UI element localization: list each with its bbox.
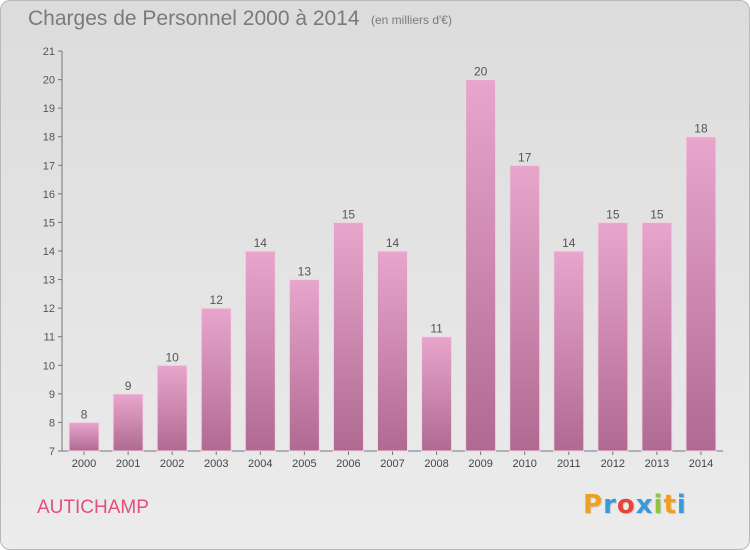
- data-label-2011: 14: [562, 236, 576, 250]
- x-tick-label: 2013: [645, 458, 669, 470]
- bar-2013: [641, 221, 673, 452]
- data-label-2001: 9: [125, 379, 132, 393]
- bar-2008: [421, 336, 453, 452]
- x-tick-label: 2001: [116, 458, 140, 470]
- data-label-2009: 20: [474, 65, 488, 79]
- data-label-2002: 10: [165, 350, 179, 364]
- data-label-2006: 15: [342, 207, 356, 221]
- bar-2000: [68, 421, 100, 452]
- data-labels: 8 9 10 12 14 13 15 14 11 20 17 14 15 15 18: [81, 65, 708, 422]
- bar-2005: [288, 279, 320, 452]
- data-label-2010: 17: [518, 150, 532, 164]
- y-tick-label: 16: [43, 189, 55, 201]
- chart-title: Charges de Personnel 2000 à 2014: [28, 7, 360, 30]
- y-tick-label: 19: [43, 103, 55, 115]
- x-tick-label: 2004: [248, 458, 272, 470]
- x-tick-label: 2011: [557, 458, 581, 470]
- bar-2006: [332, 221, 364, 452]
- data-label-2013: 15: [650, 207, 664, 221]
- x-tick-label: 2006: [336, 458, 360, 470]
- data-label-2000: 8: [81, 407, 88, 421]
- y-tick-label: 13: [43, 275, 55, 287]
- bar-2007: [377, 250, 408, 452]
- data-label-2008: 11: [430, 322, 443, 336]
- data-label-2012: 15: [606, 207, 620, 221]
- bar-2010: [509, 164, 541, 452]
- data-label-2014: 18: [694, 122, 708, 136]
- bar-2009: [465, 79, 497, 452]
- data-label-2005: 13: [298, 265, 312, 279]
- x-tick-label: 2007: [380, 458, 404, 470]
- y-tick-label: 15: [43, 217, 55, 229]
- y-tick-label: 17: [43, 160, 55, 172]
- logo-letter: o: [616, 490, 636, 520]
- x-tick-label: 2008: [424, 458, 448, 470]
- y-tick-label: 18: [43, 132, 55, 144]
- x-tick-label: 2012: [601, 458, 625, 470]
- bar-2001: [112, 393, 144, 452]
- logo-letter: i: [653, 490, 664, 520]
- bar-2002: [156, 364, 188, 452]
- logo-letter: P: [583, 490, 604, 520]
- bars: [68, 79, 717, 452]
- y-tick-label: 20: [43, 75, 55, 87]
- data-label-2007: 14: [386, 236, 400, 250]
- y-tick-label: 9: [49, 389, 55, 401]
- proxiti-logo: Proxiti: [583, 490, 687, 520]
- logo-letter: t: [663, 490, 677, 520]
- chart-subtitle: (en milliers d'€): [371, 13, 452, 27]
- y-tick-label: 7: [49, 446, 55, 458]
- y-tick-label: 12: [43, 303, 55, 315]
- data-label-2003: 12: [210, 293, 224, 307]
- bar-2003: [200, 307, 232, 452]
- x-tick-label: 2010: [512, 458, 536, 470]
- x-tick-label: 2005: [292, 458, 316, 470]
- data-label-2004: 14: [254, 236, 268, 250]
- y-tick-label: 8: [49, 417, 55, 429]
- logo-letter: x: [635, 490, 654, 520]
- x-tick-label: 2009: [468, 458, 492, 470]
- bar-2011: [553, 250, 585, 452]
- x-tick-label: 2000: [72, 458, 96, 470]
- bar-2012: [597, 221, 629, 452]
- x-tick-label: 2002: [160, 458, 184, 470]
- x-tick-label: 2003: [204, 458, 228, 470]
- x-tick-label: 2014: [689, 458, 713, 470]
- logo-letter: i: [676, 490, 687, 520]
- bar-2014: [685, 136, 717, 452]
- y-tick-label: 11: [44, 332, 55, 344]
- y-tick-label: 14: [43, 246, 55, 258]
- commune-name: AUTICHAMP: [37, 497, 149, 518]
- y-tick-label: 10: [43, 360, 55, 372]
- bar-2004: [244, 250, 276, 452]
- y-tick-label: 21: [43, 46, 55, 58]
- logo-letter: r: [603, 490, 617, 520]
